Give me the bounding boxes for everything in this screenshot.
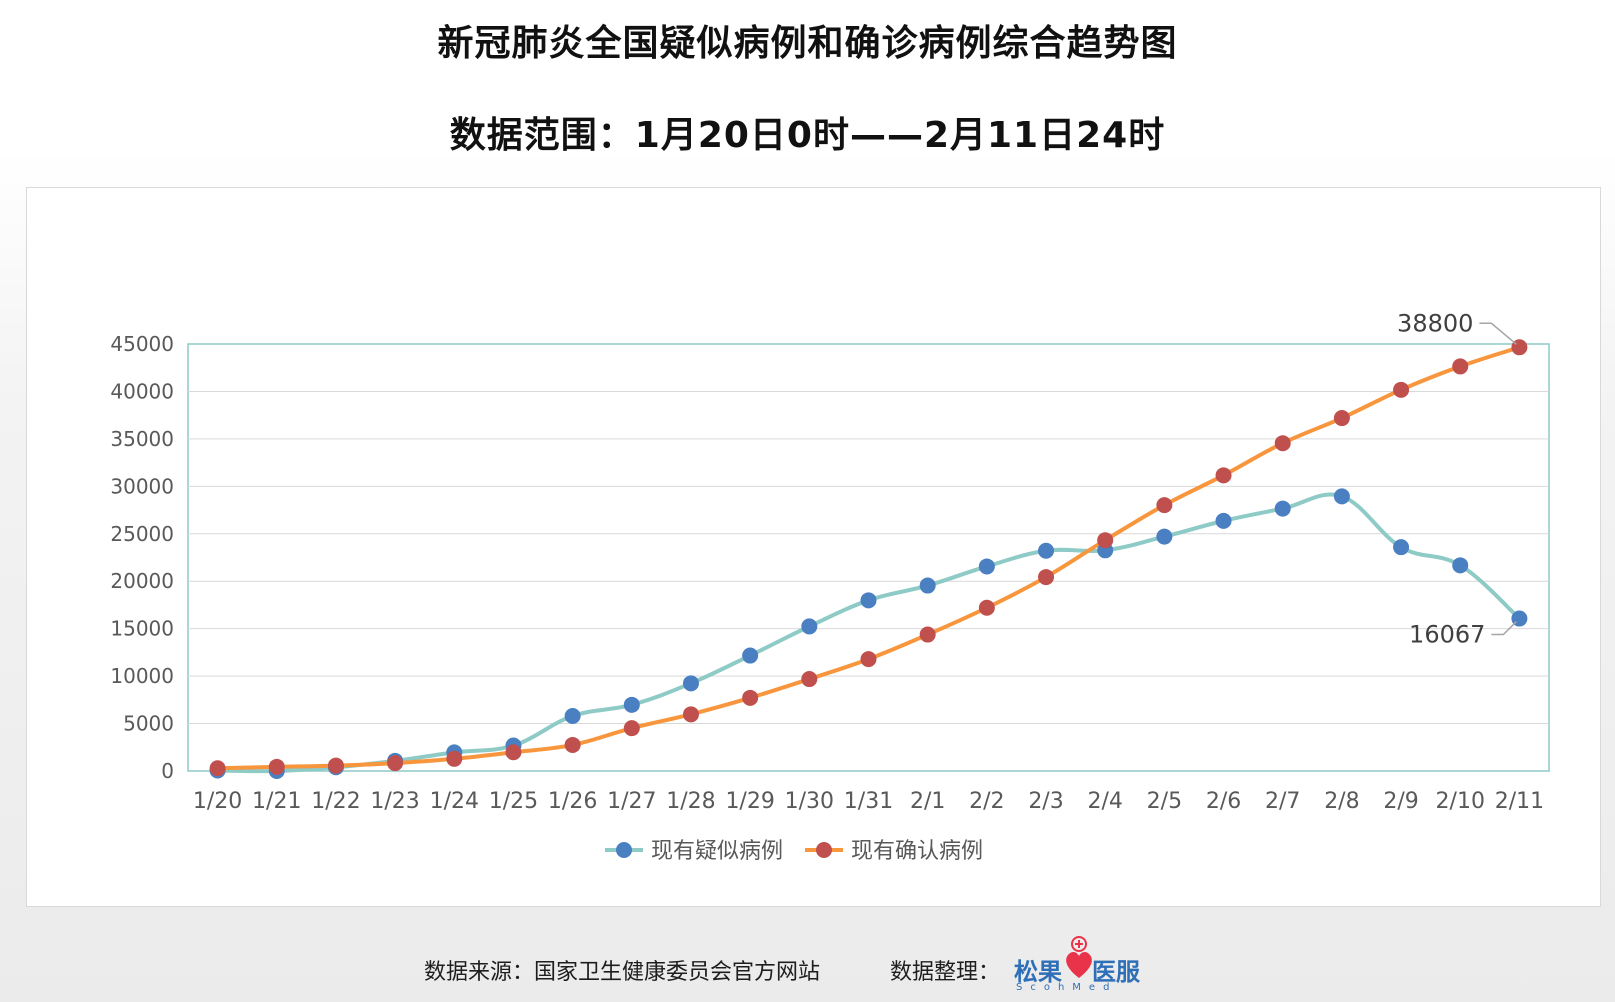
legend-label-0: 现有疑似病例 (651, 839, 783, 864)
x-tick-label: 1/24 (430, 789, 479, 814)
data-point-s0-2/7 (1274, 500, 1291, 517)
y-tick-label: 20000 (110, 569, 174, 593)
data-point-s1-1/31 (860, 651, 877, 668)
annotation-leader (1479, 322, 1517, 345)
data-point-s1-2/6 (1215, 467, 1232, 484)
x-tick-label: 2/5 (1147, 789, 1182, 814)
data-point-s0-2/2 (978, 558, 995, 575)
data-point-s1-2/5 (1156, 497, 1173, 514)
data-point-s0-2/5 (1156, 528, 1173, 545)
chart-subtitle: 数据范围：1月20日0时——2月11日24时 (449, 115, 1166, 156)
data-point-s1-1/28 (682, 706, 699, 723)
data-point-s1-2/2 (978, 599, 995, 616)
series-line-0 (215, 492, 1522, 774)
data-point-s0-1/28 (682, 675, 699, 692)
data-point-s1-2/3 (1038, 569, 1055, 586)
x-tick-label: 1/20 (193, 789, 242, 814)
data-point-s1-1/21 (268, 758, 285, 775)
data-point-s0-1/30 (801, 618, 818, 635)
x-tick-label: 2/6 (1206, 789, 1241, 814)
series-line-1 (215, 345, 1522, 771)
x-tick-label: 1/22 (311, 789, 360, 814)
data-point-s1-2/1 (919, 626, 936, 643)
data-point-s1-1/22 (327, 757, 344, 774)
data-point-s0-2/1 (919, 577, 936, 594)
data-point-s1-1/29 (742, 689, 759, 706)
annotation-leader (1491, 621, 1517, 636)
x-tick-label: 1/25 (489, 789, 538, 814)
y-tick-label: 45000 (110, 332, 174, 356)
logo-heart-icon (1066, 936, 1092, 978)
x-tick-label: 2/2 (969, 789, 1004, 814)
y-tick-label: 10000 (110, 664, 174, 688)
data-point-s0-1/29 (742, 647, 759, 664)
x-tick-label: 1/23 (370, 789, 419, 814)
data-point-s1-2/9 (1393, 381, 1410, 398)
data-point-s1-2/7 (1274, 435, 1291, 452)
x-tick-label: 2/10 (1436, 789, 1485, 814)
data-label: 16067 (1409, 621, 1485, 649)
y-tick-label: 0 (161, 759, 174, 783)
legend-label-1: 现有确认病例 (851, 839, 983, 864)
logo-text-left: 松果 (1014, 958, 1062, 986)
data-point-s1-1/24 (446, 750, 463, 767)
x-tick-label: 2/9 (1383, 789, 1418, 814)
x-tick-label: 1/31 (844, 789, 893, 814)
data-label: 38800 (1397, 309, 1473, 337)
data-source-text: 数据来源：国家卫生健康委员会官方网站 (424, 960, 821, 985)
data-point-s0-2/8 (1333, 488, 1350, 505)
scohmed-logo: 松果 医服 ScohMed (1014, 934, 1154, 996)
data-point-s1-2/10 (1452, 358, 1469, 375)
x-tick-label: 1/21 (252, 789, 301, 814)
data-organizer-label: 数据整理： (890, 960, 1001, 985)
data-point-s1-1/23 (387, 755, 404, 772)
plot-area-border (187, 343, 1550, 772)
x-tick-label: 2/7 (1265, 789, 1300, 814)
x-tick-label: 1/27 (607, 789, 656, 814)
x-tick-label: 2/8 (1324, 789, 1359, 814)
legend-marker-0 (616, 842, 632, 858)
x-tick-label: 2/4 (1087, 789, 1122, 814)
x-tick-label: 2/3 (1028, 789, 1063, 814)
data-point-s1-1/30 (801, 671, 818, 688)
data-point-s0-2/10 (1452, 557, 1469, 574)
data-point-s1-2/4 (1097, 532, 1114, 549)
data-point-s1-1/27 (623, 720, 640, 737)
x-tick-label: 1/28 (666, 789, 715, 814)
data-point-s0-1/27 (623, 696, 640, 713)
line-chart: 0 5000 10000 15000 20000 25000 30000 35000 40000… (110, 309, 1550, 864)
logo-subtext: ScohMed (1016, 982, 1118, 993)
data-point-s1-1/26 (564, 736, 581, 753)
y-tick-label: 30000 (110, 474, 174, 498)
data-point-s1-1/25 (505, 744, 522, 761)
x-tick-label: 1/29 (725, 789, 774, 814)
data-point-s1-2/8 (1333, 410, 1350, 427)
y-tick-label: 35000 (110, 427, 174, 451)
data-point-s0-2/9 (1393, 539, 1410, 556)
y-tick-label: 25000 (110, 522, 174, 546)
x-tick-label: 2/1 (910, 789, 945, 814)
logo-text-right: 医服 (1092, 958, 1140, 986)
x-tick-label: 1/30 (785, 789, 834, 814)
data-point-s0-1/31 (860, 592, 877, 609)
data-point-s0-2/3 (1038, 542, 1055, 559)
chart-title: 新冠肺炎全国疑似病例和确诊病例综合趋势图 (437, 23, 1178, 64)
data-point-s0-1/26 (564, 708, 581, 725)
y-tick-label: 15000 (110, 617, 174, 641)
data-point-s1-1/20 (209, 760, 226, 777)
y-tick-label: 40000 (110, 379, 174, 403)
data-point-s0-2/6 (1215, 512, 1232, 529)
x-tick-label: 1/26 (548, 789, 597, 814)
legend-marker-1 (816, 842, 832, 858)
x-tick-label: 2/11 (1495, 789, 1544, 814)
y-tick-label: 5000 (123, 712, 174, 736)
chart-panel: 0 5000 10000 15000 20000 25000 30000 35000 40000… (26, 187, 1601, 907)
